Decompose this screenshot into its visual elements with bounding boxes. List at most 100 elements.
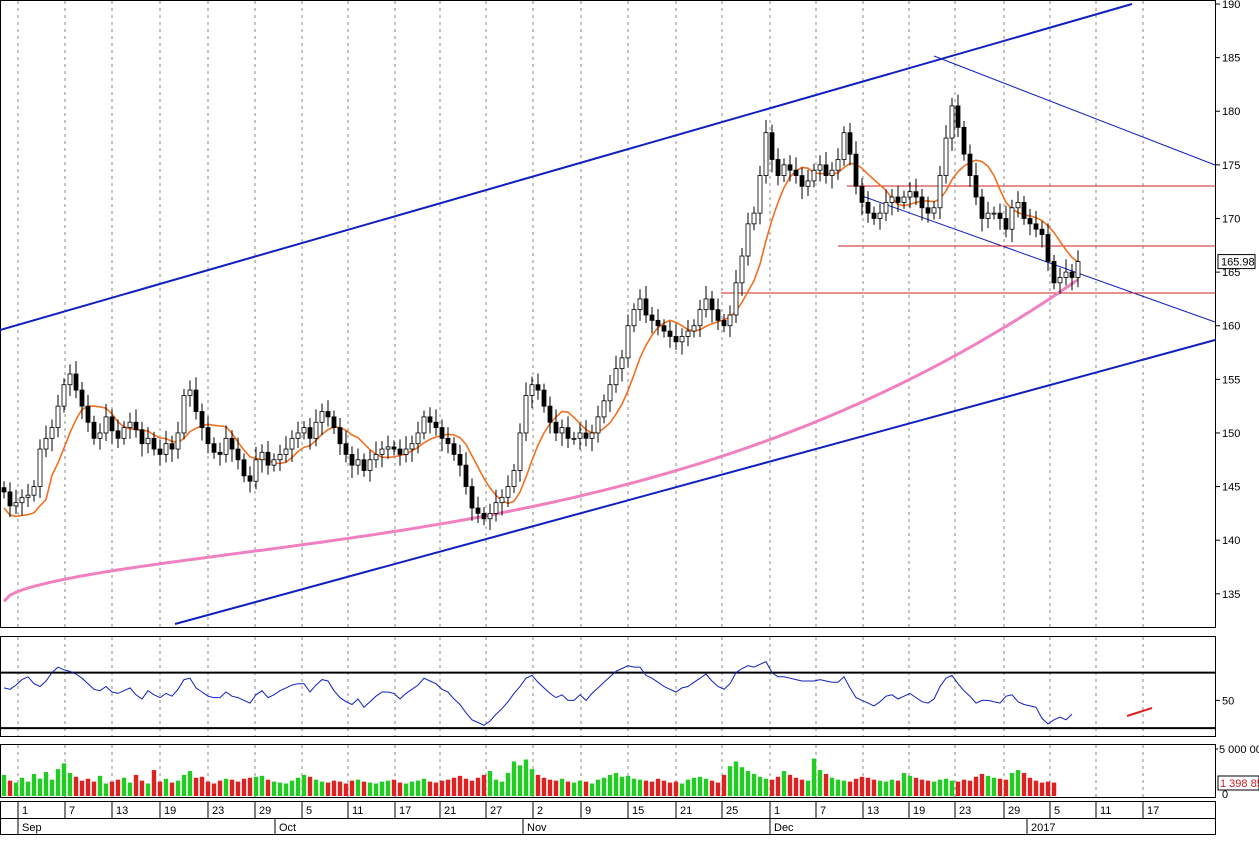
x-axis-month-label: 2017 [1031,822,1055,834]
volume-bar [26,782,30,796]
volume-bar [920,780,924,796]
candle [908,192,912,197]
candle [38,449,42,487]
volume-bar [410,782,414,796]
volume-bar [626,776,630,796]
volume-bar [824,774,828,796]
volume-bar [218,781,222,796]
candle [782,165,786,176]
volume-bar [632,779,636,796]
candle [878,213,882,218]
volume-bar [494,780,498,796]
candle [1076,262,1080,278]
volume-bar [776,777,780,796]
candle [632,310,636,326]
volume-bar [122,778,126,796]
volume-bar [104,784,108,796]
candle [20,497,24,502]
volume-bar [836,780,840,796]
volume-bar [806,781,810,796]
volume-bar [962,780,966,796]
candle [308,428,312,439]
price-axis-label: 160 [1222,321,1240,333]
candle [512,471,516,487]
candle [404,449,408,454]
candle [890,197,894,202]
oscillator-panel: 50 [1,637,1235,737]
volume-bar [296,778,300,796]
x-axis-day-label: 19 [164,805,176,817]
volume-bar [830,778,834,796]
candle [542,390,546,406]
candle [74,374,78,390]
volume-bar [608,775,612,796]
candle [662,326,666,331]
candle [326,412,330,417]
candle [86,406,90,422]
volume-bar [182,775,186,796]
candle [770,133,774,160]
candle [884,202,888,213]
oscillator-trend-mark [1127,708,1152,716]
candle [272,460,276,465]
candle [776,160,780,176]
volume-bar [818,770,822,796]
volume-bar [848,782,852,796]
volume-bar [926,781,930,796]
candle [566,428,570,439]
volume-bar [554,781,558,796]
candle [1052,261,1056,282]
volume-bar [974,777,978,796]
candle [500,497,504,502]
candle [602,401,606,417]
x-axis-day-label: 17 [1147,805,1159,817]
candle [56,406,60,427]
volume-bar [884,782,888,796]
vol-axis-label-max: 5 000 000 [1219,744,1259,756]
volume-bar [32,774,36,796]
volume-bar [68,773,72,796]
volume-bar [224,779,228,796]
volume-bar [200,777,204,796]
volume-bar [128,783,132,796]
candle [458,454,462,465]
volume-bar [1010,773,1014,796]
volume-bar [404,784,408,796]
volume-bar [686,780,690,796]
volume-bar [230,780,234,796]
candle [1058,277,1062,282]
candle [128,422,132,427]
volume-bar [902,773,906,796]
volume-bar [560,779,564,796]
price-axis-label: 140 [1222,535,1240,547]
candle [944,138,948,176]
candle [476,508,480,513]
volume-bar [752,774,756,796]
oscillator-line [4,662,1072,726]
candle [350,454,354,465]
price-axis-label: 150 [1222,428,1240,440]
candle [386,447,390,449]
candle [584,433,588,438]
volume-bar [548,780,552,796]
candle [8,492,12,506]
volume-bar [710,781,714,796]
candle [26,495,30,497]
volume-bar [152,770,156,796]
candle [116,431,120,439]
candle [800,176,804,187]
candle [410,444,414,449]
candle [608,385,612,401]
candle [320,412,324,423]
candle [926,208,930,213]
x-axis-day-label: 2 [537,805,543,817]
volume-bar [38,779,42,796]
candle [986,213,990,218]
volume-bar [158,782,162,796]
candle [572,438,576,439]
volume-bar [488,771,492,796]
volume-bar [644,781,648,796]
volume-bar [956,782,960,796]
candle [488,513,492,518]
